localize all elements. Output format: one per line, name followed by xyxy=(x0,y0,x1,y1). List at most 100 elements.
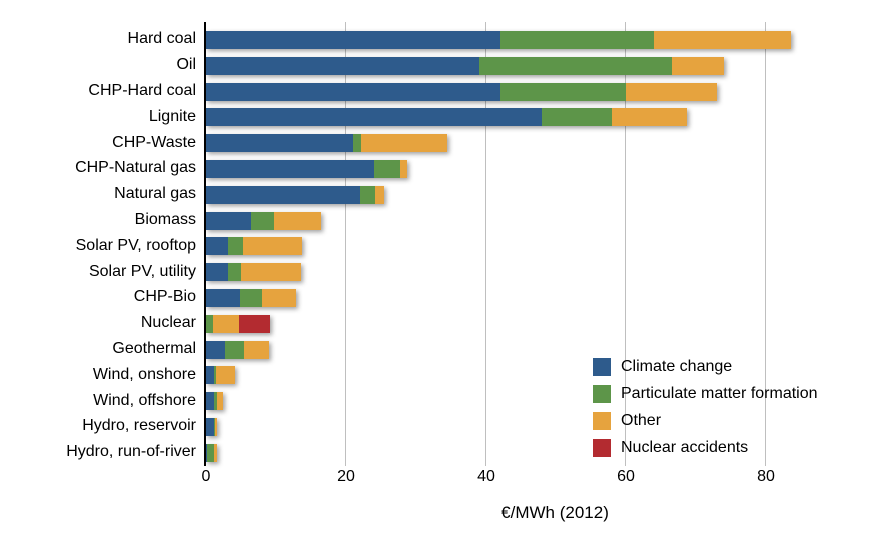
legend-item: Particulate matter formation xyxy=(593,385,818,403)
bar-segment xyxy=(399,159,407,178)
category-label: Lignite xyxy=(148,107,196,125)
legend-swatch-icon xyxy=(593,385,611,403)
bar-segment xyxy=(213,417,216,436)
bar-segment xyxy=(671,56,724,75)
bar-segment xyxy=(213,314,239,333)
category-label: Nuclear xyxy=(140,314,196,332)
bar-segment xyxy=(213,366,217,385)
gridline-x-80 xyxy=(765,22,766,466)
bar-segment xyxy=(206,159,374,178)
bar-row xyxy=(206,288,297,307)
bar-row xyxy=(206,417,218,436)
bar-segment xyxy=(206,211,251,230)
legend: Climate change Particulate matter formati… xyxy=(593,358,818,466)
bar-segment xyxy=(500,82,626,101)
bar-segment xyxy=(206,56,479,75)
bar-row xyxy=(206,366,235,385)
bar-segment xyxy=(375,185,384,204)
category-label: Solar PV, utility xyxy=(88,262,196,280)
bar-segment xyxy=(206,417,214,436)
bar-segment xyxy=(206,82,500,101)
category-label: CHP-Waste xyxy=(112,133,196,151)
legend-item: Other xyxy=(593,412,818,430)
bar-row xyxy=(206,185,384,204)
bar-segment xyxy=(261,288,297,307)
gridline-x-40 xyxy=(485,22,486,466)
bar-segment xyxy=(206,392,215,411)
category-label: Wind, onshore xyxy=(92,365,196,383)
bar-segment xyxy=(654,30,791,49)
gridline-x-60 xyxy=(625,22,626,466)
bar-segment xyxy=(206,108,542,127)
bar-segment xyxy=(214,443,218,462)
legend-label: Other xyxy=(621,412,662,429)
x-tick-label: 20 xyxy=(337,468,355,485)
bar-segment xyxy=(240,263,302,282)
bar-segment xyxy=(206,134,353,153)
bar-segment xyxy=(206,288,241,307)
legend-label: Nuclear accidents xyxy=(621,439,749,456)
bar-segment xyxy=(206,314,213,333)
category-label: Hydro, reservoir xyxy=(82,417,196,435)
bar-row xyxy=(206,340,269,359)
bar-segment xyxy=(215,417,218,436)
bar-row xyxy=(206,263,302,282)
category-label: Geothermal xyxy=(112,340,196,357)
bar-segment xyxy=(243,340,269,359)
bar-row xyxy=(206,237,302,256)
x-tick-label: 40 xyxy=(477,468,495,485)
legend-swatch-icon xyxy=(593,412,611,430)
category-label: Hard coal xyxy=(127,30,196,48)
bar-row xyxy=(206,134,448,153)
bar-row xyxy=(206,392,223,411)
bar-segment xyxy=(273,211,321,230)
bar-segment xyxy=(243,237,302,256)
bar-row xyxy=(206,314,271,333)
bar-row xyxy=(206,108,687,127)
bar-segment xyxy=(250,211,274,230)
category-label: Natural gas xyxy=(114,185,196,203)
bar-row xyxy=(206,159,407,178)
bar-row xyxy=(206,56,724,75)
legend-label: Particulate matter formation xyxy=(621,385,818,402)
bar-segment xyxy=(206,443,215,462)
category-label: Solar PV, rooftop xyxy=(75,236,196,254)
category-label: Wind, offshore xyxy=(93,391,196,409)
bar-segment xyxy=(217,392,223,411)
legend-label: Climate change xyxy=(621,358,733,375)
bar-segment xyxy=(361,134,448,153)
bar-row xyxy=(206,30,791,49)
category-label: Oil xyxy=(176,56,196,74)
gridline-x-20 xyxy=(345,22,346,466)
x-axis-title: €/MWh (2012) xyxy=(501,503,609,522)
category-label: CHP-Bio xyxy=(133,288,196,306)
bar-row xyxy=(206,82,717,101)
bar-segment xyxy=(542,108,612,127)
bar-segment xyxy=(228,263,241,282)
bar-segment xyxy=(206,237,229,256)
category-label: Hydro, run-of-river xyxy=(66,443,196,461)
legend-item: Climate change xyxy=(593,358,818,376)
legend-swatch-icon xyxy=(593,439,611,457)
bar-segment xyxy=(500,30,654,49)
category-label: CHP-Hard coal xyxy=(88,82,196,99)
bar-segment xyxy=(206,30,500,49)
bar-segment xyxy=(214,392,218,411)
bar-segment xyxy=(240,288,262,307)
bar-segment xyxy=(206,340,225,359)
y-axis-line xyxy=(204,22,206,466)
bar-segment xyxy=(238,314,271,333)
bar-segment xyxy=(228,237,244,256)
bar-segment xyxy=(353,134,362,153)
bar-segment xyxy=(360,185,376,204)
category-label: Biomass xyxy=(134,211,196,228)
x-tick-label: 0 xyxy=(201,468,211,485)
legend-swatch-icon xyxy=(593,358,611,376)
bar-segment xyxy=(206,443,207,462)
bar-row xyxy=(206,443,218,462)
category-label: CHP-Natural gas xyxy=(75,159,196,177)
bar-row xyxy=(206,211,321,230)
x-tick-label: 60 xyxy=(617,468,635,485)
bar-segment xyxy=(374,159,400,178)
